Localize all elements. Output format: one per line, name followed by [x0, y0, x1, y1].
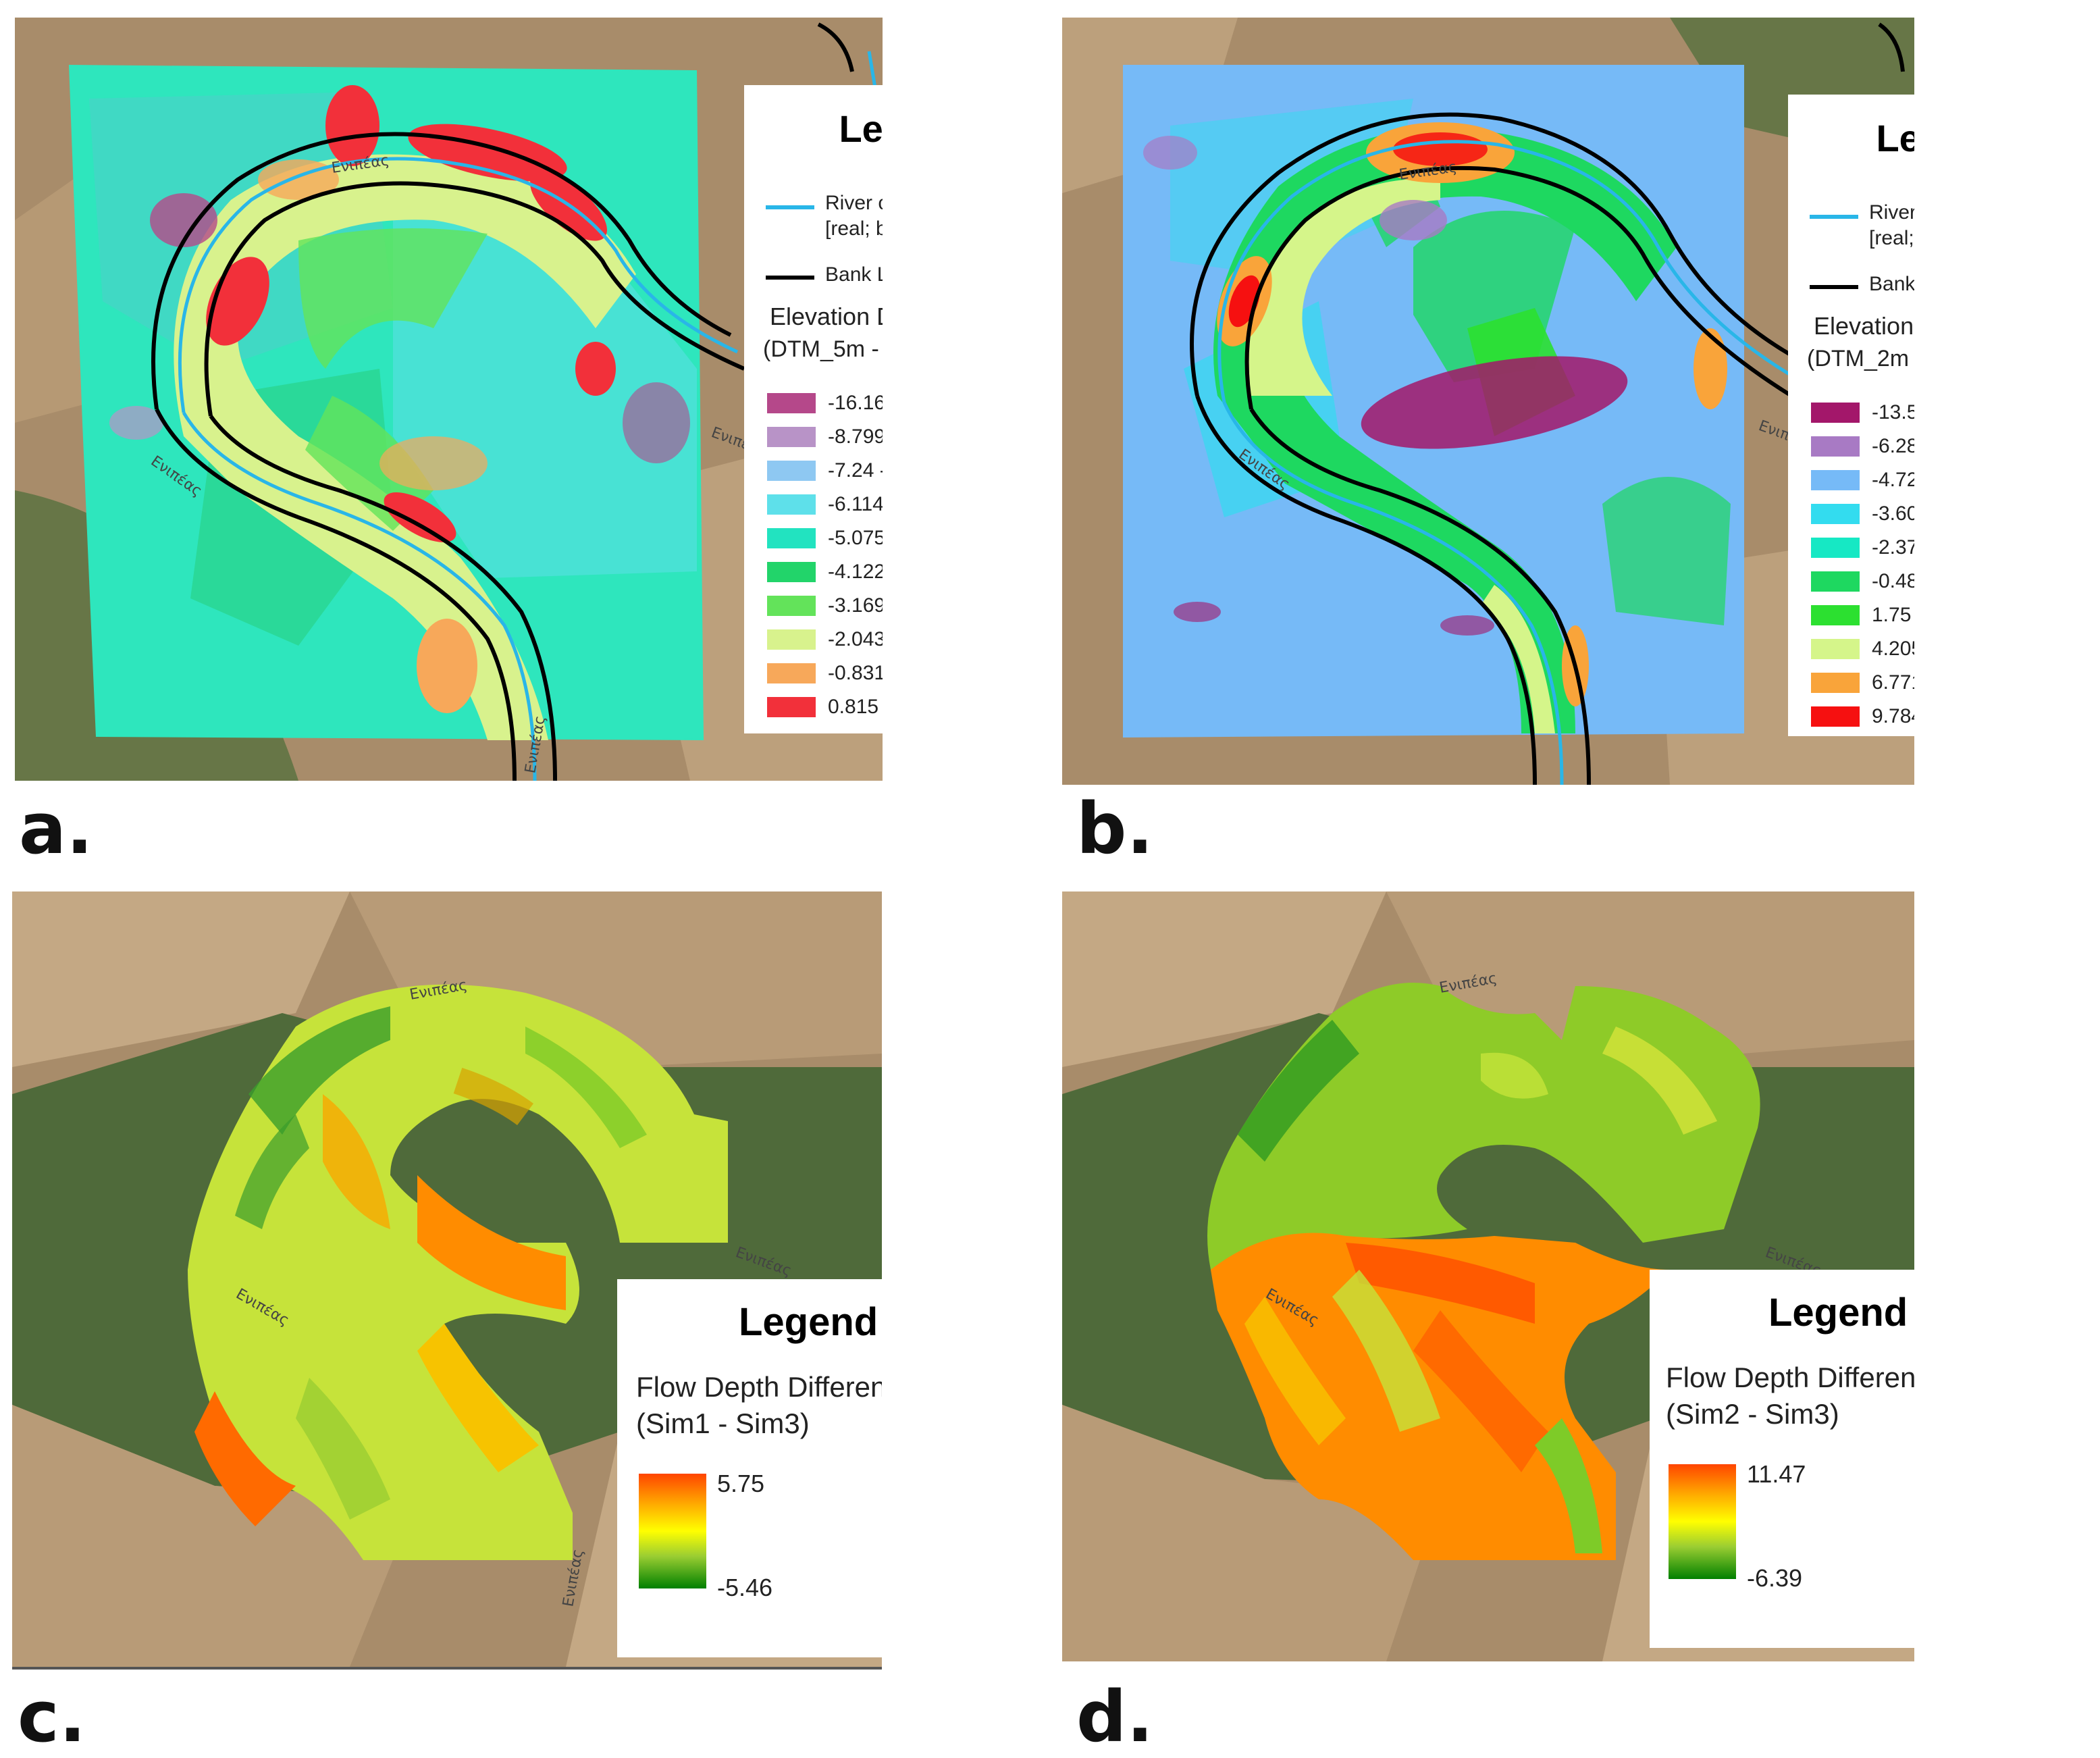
legend-class-swatch [767, 663, 816, 683]
river-centerline-label: River centerline [1869, 201, 1914, 224]
bank-lines-symbol [766, 276, 814, 280]
legend-class-swatch [767, 562, 816, 582]
elevation-difference-title: Elevation Difference [770, 303, 883, 330]
legend-class-label: -3.169 - -2.044 [828, 594, 883, 617]
legend-b: Legend River centerline [real; by DTM_0.… [1788, 95, 1914, 736]
legend-title: Legend [839, 107, 883, 150]
panel-b-map: Ενιπέας Ενιπέας Ενιπέας Legend River cen… [1062, 18, 1914, 785]
legend-class-swatch [767, 494, 816, 515]
legend-a: Legend River centerline [real; by DTM_0.… [744, 85, 883, 733]
river-centerline-symbol [1810, 215, 1858, 219]
panel-label-d-text: d. [1076, 1676, 1153, 1758]
color-ramp [1669, 1464, 1736, 1579]
legend-class-label: -13.536 - -6.285 [1872, 401, 1914, 423]
bank-lines-label: Bank Lines [825, 263, 883, 286]
legend-class-label: -8.799 - -7.241 [828, 425, 883, 448]
legend-class-label: -0.482 - 1.749 [1872, 570, 1914, 592]
legend-d: Legend Flow Depth Differences (Sim2 - Si… [1650, 1270, 1914, 1648]
river-centerline-label: River centerline [825, 192, 883, 214]
legend-class-label: -2.043 - -0.832 [828, 628, 883, 650]
panel-label-a-text: a. [19, 787, 93, 870]
legend-class-label: 1.75 - 4.204 [1872, 604, 1914, 626]
panel-a-map: Ενιπέας Ενιπέας Ενιπέας Ενιπέας Legend R… [15, 18, 883, 781]
ramp-max-label: 5.75 [717, 1470, 765, 1497]
legend-title: Legend [1768, 1291, 1908, 1335]
flow-depth-title: Flow Depth Differences [636, 1371, 882, 1403]
flow-depth-title: Flow Depth Differences [1666, 1362, 1914, 1393]
flow-depth-subtitle: (Sim2 - Sim3) [1666, 1398, 1839, 1430]
legend-class-swatch [1811, 470, 1860, 490]
flow-depth-subtitle: (Sim1 - Sim3) [636, 1407, 810, 1439]
legend-class-swatch [1811, 538, 1860, 558]
river-centerline-symbol [766, 205, 814, 209]
panel-a-map-graphic: Ενιπέας Ενιπέας Ενιπέας Ενιπέας [15, 18, 883, 781]
ramp-min-label: -5.46 [717, 1574, 773, 1601]
legend-class-swatch [1811, 706, 1860, 727]
legend-class-label: -7.24 - -6.115 [828, 459, 883, 482]
legend-class-label: -3.606 - -2.379 [1872, 502, 1914, 525]
legend-class-label: 4.205 - 6.77 [1872, 638, 1914, 660]
river-centerline-label-2: [real; by DTM_0.05m] [1869, 227, 1914, 249]
legend-title: Legend [1876, 117, 1914, 159]
legend-class-swatch [767, 393, 816, 413]
legend-class-swatch [767, 697, 816, 717]
panel-d-map: Ενιπέας Ενιπέας Ενιπέας Legend Flow Dept… [1062, 891, 1914, 1661]
legend-class-label: -6.284 - -4.723 [1872, 435, 1914, 457]
legend-class-swatch [767, 596, 816, 616]
panel-label-b-text: b. [1076, 787, 1153, 870]
legend-title: Legend [739, 1300, 878, 1344]
ramp-min-label: -6.39 [1747, 1564, 1803, 1592]
legend-c: Legend Flow Depth Differences (Sim1 - Si… [617, 1279, 882, 1657]
color-ramp [639, 1474, 706, 1588]
legend-class-label: -6.114 - -5.076 [828, 493, 883, 515]
legend-class-swatch [767, 528, 816, 548]
legend-class-label: -4.722 - -3.607 [1872, 469, 1914, 491]
legend-class-swatch [1811, 639, 1860, 659]
legend-class-label: -5.075 - -4.123 [828, 527, 883, 549]
legend-class-swatch [767, 629, 816, 650]
legend-class-swatch [1811, 571, 1860, 592]
legend-class-label: -2.378 - -0.483 [1872, 536, 1914, 559]
river-centerline-label-2: [real; by DTM_0.05m] [825, 217, 883, 240]
panel-b-map-graphic: Ενιπέας Ενιπέας Ενιπέας [1062, 18, 1914, 785]
legend-class-swatch [1811, 436, 1860, 457]
legend-class-swatch [767, 427, 816, 447]
ramp-max-label: 11.47 [1747, 1460, 1806, 1488]
elevation-difference-subtitle: (DTM_2m - DTM_0.05m) [1807, 346, 1914, 371]
legend-class-label: -16.161 - -8.8 [828, 392, 883, 414]
elevation-difference-title: Elevation Difference [1814, 312, 1914, 340]
legend-class-swatch [1811, 403, 1860, 423]
bank-lines-symbol [1810, 285, 1858, 289]
legend-class-swatch [767, 461, 816, 481]
legend-class-label: -4.122 - -3.17 [828, 561, 883, 583]
axis-tick-row [12, 1667, 882, 1670]
legend-class-label: 6.771 - 9.783 [1872, 671, 1914, 694]
legend-class-label: 0.815 - 5.924 [828, 696, 883, 718]
legend-class-swatch [1811, 504, 1860, 524]
legend-class-label: -0.831 - 0.814 [828, 662, 883, 684]
elevation-difference-subtitle: (DTM_5m - DTM_0.05m) [763, 336, 883, 362]
panel-label-c-text: c. [18, 1676, 86, 1758]
legend-class-swatch [1811, 605, 1860, 625]
bank-lines-label: Bank Lines [1869, 273, 1914, 295]
legend-class-label: 9.784 - 14.916 [1872, 705, 1914, 727]
legend-class-swatch [1811, 673, 1860, 693]
panel-c-map: Ενιπέας Ενιπέας Ενιπέας Ενιπέας Legend F… [12, 891, 882, 1667]
